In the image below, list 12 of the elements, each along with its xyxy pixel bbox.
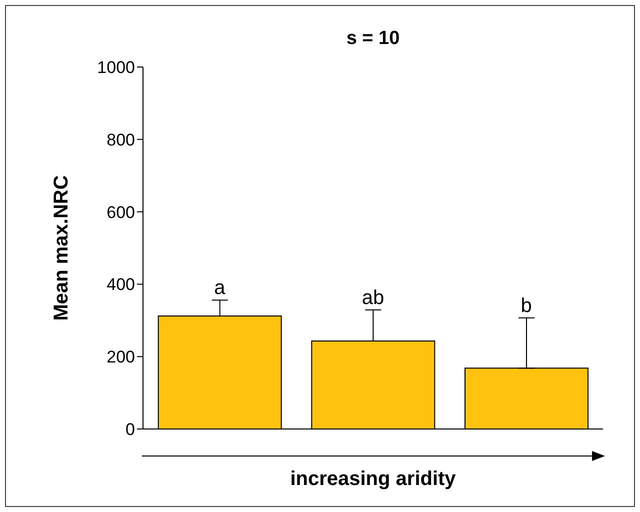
annotation: b xyxy=(520,294,532,317)
x-axis-title: increasing aridity xyxy=(289,468,457,491)
y-tick-label: 800 xyxy=(106,130,135,150)
y-axis-title: Mean max.NRC xyxy=(50,175,74,321)
y-tick-label: 200 xyxy=(106,348,135,367)
y-tick-label: 400 xyxy=(106,275,135,294)
annotation: ab xyxy=(362,286,384,309)
chart-title: s = 10 xyxy=(345,28,401,50)
y-tick-label: 0 xyxy=(126,420,135,440)
y-tick-label: 1000 xyxy=(97,58,135,78)
annotation: a xyxy=(214,277,226,300)
y-tick-label: 600 xyxy=(106,202,135,222)
